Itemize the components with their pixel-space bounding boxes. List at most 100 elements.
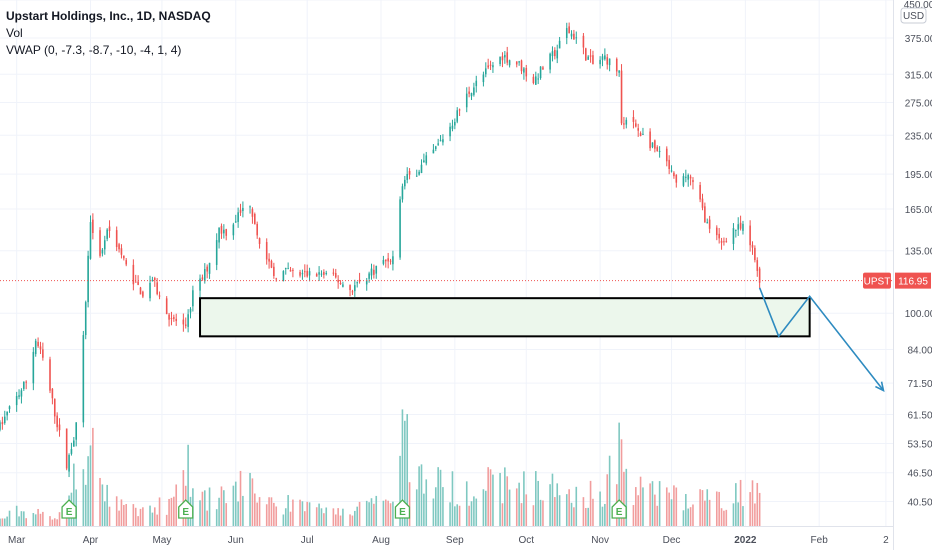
price-axis[interactable]: 375.00 315.00 275.00 235.00 195.00 165.00 135.… [863, 0, 932, 550]
candle-body [701, 198, 704, 208]
time-tick-label: Jun [228, 535, 244, 546]
time-axis[interactable]: Mar Apr May Jun Jul Aug Sep Oct Nov Dec 2022 Feb 2 [0, 526, 893, 550]
volume-bar [39, 513, 42, 526]
candle-body [320, 273, 323, 275]
support-zone-box[interactable] [199, 297, 811, 338]
candle-body [39, 346, 42, 350]
volume-bar [208, 487, 211, 526]
candle-body [373, 269, 375, 275]
projection-path[interactable] [758, 287, 885, 392]
volume-bar [506, 476, 509, 526]
candle-body [334, 273, 337, 278]
price-tick-label: 61.50 [907, 410, 932, 421]
candle-body [103, 240, 106, 250]
earnings-badge[interactable]: E [394, 499, 411, 519]
support-zone[interactable] [199, 297, 811, 338]
candle-body [199, 278, 201, 291]
candle-body [237, 212, 239, 222]
candle-body [187, 314, 189, 327]
earnings-badge[interactable]: E [178, 499, 194, 519]
volume-bar [99, 477, 101, 526]
volume-bar [339, 515, 342, 526]
earnings-badge[interactable]: E [611, 499, 627, 519]
volume-bar [618, 422, 620, 526]
candle-body [173, 317, 175, 319]
time-tick-label: May [152, 535, 171, 546]
candle-body [225, 229, 228, 236]
volume-bar [108, 506, 111, 526]
candle-body [342, 284, 344, 287]
volume-bar [489, 469, 492, 526]
candle-body [484, 68, 487, 75]
candle-body [732, 228, 735, 244]
volume-bar [358, 501, 361, 526]
ticker-badge [863, 272, 891, 289]
volume-bar [592, 498, 594, 526]
candle-body [704, 206, 706, 223]
symbol-title[interactable]: Upstart Holdings, Inc., 1D, NASDAQ [6, 9, 211, 23]
candle-body [89, 222, 92, 259]
volume-bar [187, 444, 189, 526]
currency-badge[interactable] [900, 7, 927, 24]
volume-bar [665, 487, 668, 526]
volume-bar [451, 471, 454, 526]
volume-bar [275, 506, 278, 526]
volume-bar [692, 504, 694, 526]
volume-bar [682, 510, 685, 526]
volume-bar [708, 499, 711, 526]
volume-bar [399, 455, 401, 526]
volume-bar [487, 467, 489, 526]
candle-body [415, 175, 418, 177]
earnings-badge-label: E [616, 507, 623, 518]
earnings-badge-label: E [66, 507, 73, 518]
candle-body [284, 268, 287, 270]
candle-body [6, 411, 8, 416]
volume-bar [425, 479, 428, 526]
volume-bar [89, 445, 92, 526]
vwap-indicator-label[interactable]: VWAP (0, -7.3, -8.7, -10, -4, 1, 4) [6, 43, 182, 57]
volume-bar [532, 505, 535, 526]
candle-body [389, 260, 392, 262]
volume-bar [173, 496, 175, 526]
volume-bar [73, 463, 75, 526]
candle-body [354, 285, 356, 292]
volume-bar [368, 502, 370, 526]
candle-body [34, 340, 37, 355]
candle-body [692, 180, 694, 183]
candle-body [153, 277, 156, 281]
volume-bar [270, 497, 273, 526]
volume-bar [375, 495, 378, 526]
candle-body [665, 148, 668, 162]
volume-bar [58, 512, 61, 526]
candle-body [532, 76, 535, 84]
candle-body [51, 388, 54, 399]
volume-bar [565, 494, 568, 526]
volume-bar [420, 464, 423, 526]
volume-bar [504, 467, 506, 526]
candle-body [682, 176, 685, 186]
candle-body [325, 272, 328, 274]
price-tick-label: 84.00 [907, 346, 932, 357]
volume-bar [687, 508, 690, 526]
volume-bar [608, 455, 611, 526]
volume-bar [575, 486, 578, 526]
volume-bar [115, 496, 118, 526]
candle-body [3, 416, 6, 424]
candle-body [473, 87, 475, 95]
candle-body [718, 233, 720, 239]
candle-body [306, 270, 308, 277]
volume-bar [639, 476, 642, 526]
volume-bar [42, 511, 44, 526]
candle-body [575, 37, 578, 39]
candle-body [132, 264, 135, 285]
volume-bar [573, 507, 575, 526]
volume-indicator-label[interactable]: Vol [6, 26, 23, 40]
volume-bar [470, 501, 473, 526]
volume-bar [754, 503, 756, 526]
candle-body [65, 428, 68, 469]
earnings-badge[interactable]: E [61, 499, 77, 519]
volume-bar [299, 499, 301, 526]
candle-body [392, 256, 394, 265]
projection-line[interactable] [758, 287, 885, 392]
